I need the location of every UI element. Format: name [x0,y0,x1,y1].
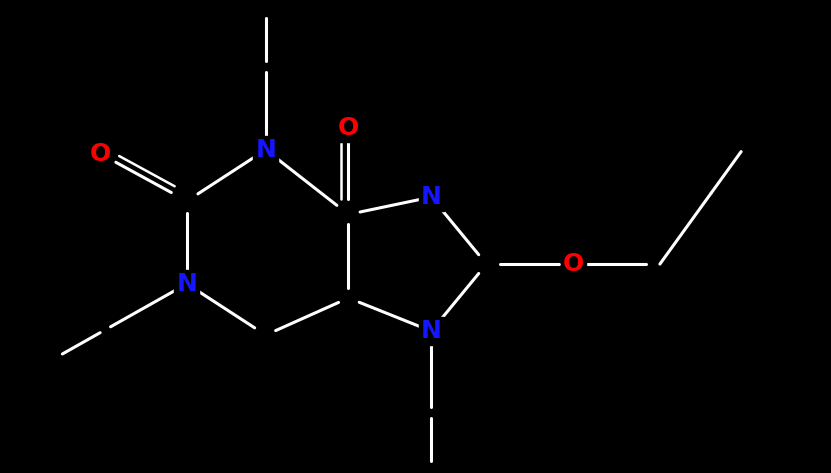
Text: N: N [176,272,197,296]
Text: O: O [338,116,359,140]
Text: N: N [420,185,442,209]
Text: O: O [563,252,584,276]
Text: O: O [90,142,111,166]
Text: N: N [255,138,276,162]
Text: N: N [420,319,442,343]
